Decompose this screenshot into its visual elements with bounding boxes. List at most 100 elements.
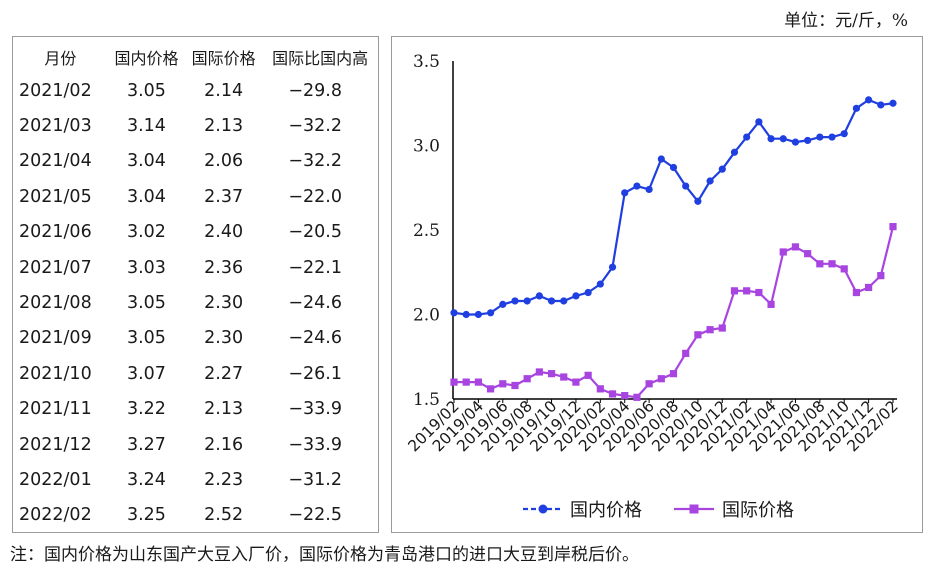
international-price-point (499, 380, 507, 388)
series-line-domestic (453, 98, 894, 316)
price-table-panel: 月份 国内价格 国际价格 国际比国内高 2021/02 3.05 2.14 −29.8… (12, 36, 379, 533)
domestic-price-point (523, 297, 531, 305)
unit-label: 单位：元/斤，% (784, 11, 908, 31)
domestic-price-point (682, 182, 690, 190)
price-gap-cell: −20.5 (288, 222, 342, 243)
table-row: 2021/08 3.05 2.30 −24.6 (13, 285, 378, 320)
domestic-price-point (852, 104, 861, 112)
international-price-point (682, 349, 690, 357)
international-price-cell: 2.06 (204, 151, 244, 172)
month-cell: 2021/06 (19, 222, 92, 243)
international-price-point (755, 288, 763, 297)
domestic-price-cell: 3.05 (126, 293, 166, 314)
domestic-price-cell: 3.05 (126, 80, 166, 101)
price-table: 月份 国内价格 国际价格 国际比国内高 2021/02 3.05 2.14 −29.8… (13, 41, 378, 533)
price-gap-cell: −33.9 (288, 399, 342, 420)
international-price-cell: 2.13 (204, 116, 244, 137)
international-price-cell: 2.16 (204, 434, 244, 455)
domestic-price-cell: 3.24 (126, 469, 166, 490)
domestic-price-point (657, 155, 665, 163)
month-cell: 2021/04 (19, 151, 92, 172)
price-gap-cell: −22.1 (288, 257, 342, 278)
table-row: 2021/06 3.02 2.40 −20.5 (13, 215, 378, 250)
y-tick-label: 2.5 (413, 221, 440, 241)
legend-label: 国际价格 (722, 500, 794, 521)
international-price-point (889, 223, 897, 231)
domestic-price-point (840, 130, 848, 138)
domestic-price-point (694, 197, 702, 205)
domestic-price-point (779, 135, 787, 143)
domestic-price-point (669, 163, 678, 172)
month-cell: 2021/09 (19, 328, 92, 349)
international-price-point (706, 326, 714, 334)
y-tick-label: 2.0 (413, 306, 440, 326)
price-line-chart: 1.52.02.53.03.52019/022019/042019/062019… (405, 52, 902, 521)
domestic-price-cell: 3.03 (126, 257, 166, 278)
international-price-point (816, 260, 824, 268)
international-price-point (645, 380, 653, 388)
international-price-point (828, 260, 836, 268)
table-row: 2021/12 3.27 2.16 −33.9 (13, 427, 378, 462)
domestic-price-point (621, 189, 629, 197)
domestic-price-cell: 3.02 (126, 222, 166, 243)
international-price-point (852, 288, 861, 297)
price-gap-cell: −33.9 (288, 434, 342, 455)
domestic-price-point (706, 177, 714, 185)
domestic-price-point (462, 310, 470, 319)
y-tick-label: 3.5 (413, 52, 440, 72)
domestic-price-point (767, 135, 775, 143)
price-gap-cell: −32.2 (288, 116, 342, 137)
international-price-point (486, 385, 495, 393)
table-row: 2022/01 3.24 2.23 −31.2 (13, 462, 378, 497)
price-gap-cell: −26.1 (288, 363, 342, 384)
domestic-price-point (535, 292, 543, 300)
price-gap-cell: −31.2 (288, 469, 342, 490)
international-price-point (462, 378, 470, 386)
international-price-point (523, 375, 531, 383)
international-price-point (865, 283, 873, 292)
international-price-cell: 2.40 (204, 222, 244, 243)
international-price-point (791, 243, 800, 251)
price-gap-cell: −24.6 (288, 293, 342, 314)
international-price-point (718, 324, 726, 332)
table-row: 2021/02 3.05 2.14 −29.8 (13, 73, 378, 108)
domestic-price-point (547, 297, 556, 305)
month-cell: 2021/10 (19, 363, 92, 384)
international-price-cell: 2.37 (204, 186, 244, 207)
international-price-point (572, 378, 580, 386)
international-price-point (608, 390, 617, 398)
international-price-point (511, 381, 519, 390)
international-price-point (779, 248, 787, 256)
domestic-price-point (633, 182, 641, 190)
price-gap-cell: −24.6 (288, 328, 342, 349)
international-price-point (669, 370, 678, 378)
international-price-point (621, 392, 629, 400)
domestic-price-cell: 3.27 (126, 434, 166, 455)
international-price-point (804, 250, 812, 258)
header-month: 月份 (44, 49, 77, 68)
table-row: 2021/07 3.03 2.36 −22.1 (13, 250, 378, 285)
month-cell: 2021/07 (19, 257, 92, 278)
domestic-price-cell: 3.04 (126, 151, 166, 172)
domestic-price-point (450, 309, 458, 317)
table-row: 2021/11 3.22 2.13 −33.9 (13, 392, 378, 427)
price-gap-cell: −22.0 (288, 186, 342, 207)
international-price-point (560, 373, 568, 381)
y-tick-label: 1.5 (413, 390, 440, 410)
international-price-point (730, 287, 739, 295)
international-price-cell: 2.14 (204, 80, 244, 101)
domestic-price-point (877, 101, 885, 109)
domestic-price-point (474, 310, 482, 319)
domestic-price-point (560, 297, 568, 305)
domestic-price-point (730, 148, 739, 156)
international-price-point (596, 385, 604, 393)
domestic-price-point (584, 288, 592, 297)
domestic-price-point (755, 118, 763, 126)
international-price-cell: 2.52 (204, 505, 244, 526)
table-header-row: 月份 国内价格 国际价格 国际比国内高 (13, 41, 378, 73)
legend-marker-circle (538, 504, 548, 514)
domestic-price-point (608, 263, 617, 271)
header-international-price: 国际价格 (191, 49, 256, 68)
price-gap-cell: −32.2 (288, 151, 342, 172)
domestic-price-cell: 3.05 (126, 328, 166, 349)
